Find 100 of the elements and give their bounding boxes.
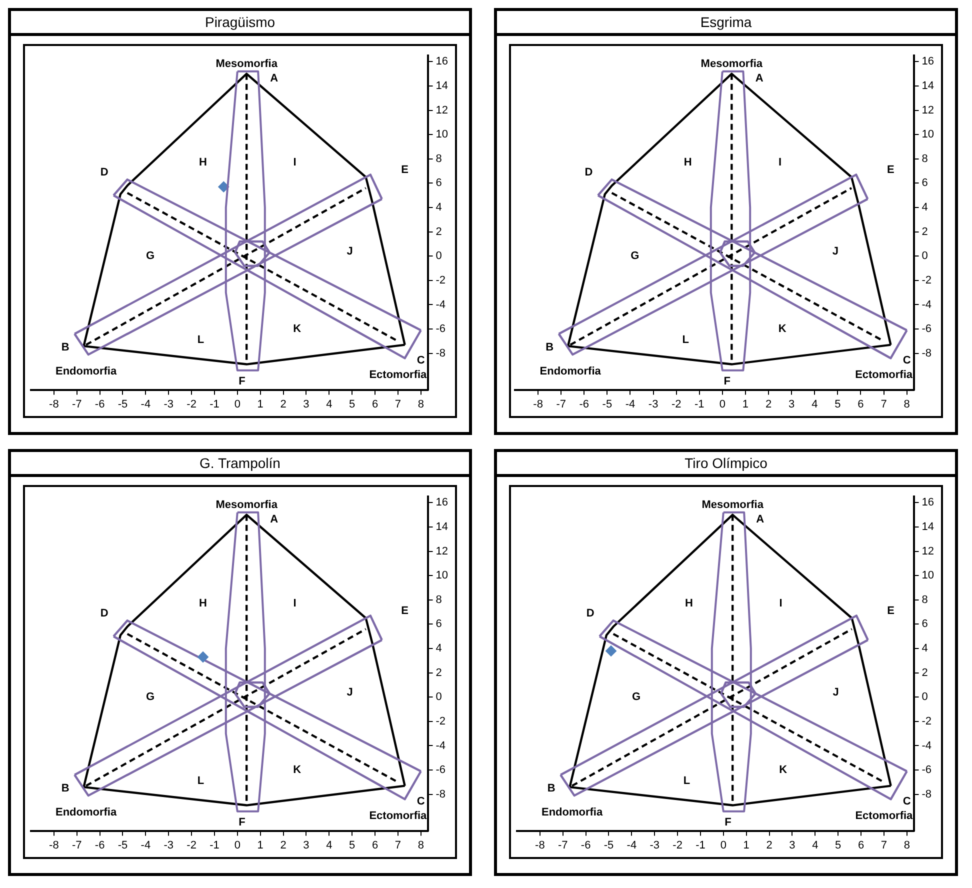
- x-tick-label: 7: [880, 398, 887, 410]
- y-tick-label: -8: [922, 347, 932, 360]
- chart-title: Piragüismo: [11, 11, 469, 36]
- annotation: C: [902, 354, 911, 367]
- annotation: I: [293, 598, 296, 610]
- y-tick-label: 12: [436, 545, 448, 558]
- y-tick-label: 2: [922, 666, 928, 679]
- y-tick-label: 12: [436, 104, 448, 116]
- x-tick-label: 3: [789, 839, 796, 852]
- y-tick-label: 10: [436, 570, 448, 582]
- annotation: B: [546, 341, 554, 354]
- y-tick-label: -2: [922, 715, 932, 728]
- annotation: D: [584, 166, 593, 178]
- y-tick-label: 6: [922, 177, 928, 190]
- y-tick-label: 8: [922, 152, 928, 165]
- annotation: A: [270, 514, 278, 526]
- annotation: E: [887, 164, 894, 176]
- y-tick-label: 12: [922, 104, 934, 116]
- x-tick-label: 0: [234, 839, 240, 852]
- x-tick-label: 8: [418, 398, 424, 410]
- annotation: C: [416, 354, 425, 367]
- y-tick-label: 4: [922, 642, 928, 655]
- y-tick-label: 8: [436, 594, 442, 606]
- y-tick-label: -4: [436, 298, 446, 311]
- y-tick-label: 12: [922, 545, 934, 558]
- x-tick-label: 1: [257, 398, 264, 410]
- annotation: B: [61, 782, 70, 794]
- annotation: G: [630, 250, 640, 262]
- annotation: D: [100, 166, 108, 178]
- annotation: Mesomorfia: [216, 58, 278, 70]
- y-tick-label: 2: [436, 226, 442, 238]
- y-tick-label: -8: [436, 347, 446, 360]
- x-tick-label: -4: [140, 398, 151, 410]
- annotation: D: [100, 607, 108, 620]
- annotation: Ectomorfia: [369, 810, 428, 822]
- x-tick-label: 1: [742, 398, 749, 410]
- annotation: H: [199, 598, 208, 610]
- x-tick-label: -7: [558, 839, 568, 852]
- y-tick-label: 14: [436, 80, 448, 92]
- annotation: H: [684, 156, 692, 169]
- x-tick-label: 8: [904, 839, 910, 852]
- x-tick-label: 8: [418, 839, 424, 852]
- annotation: F: [238, 816, 246, 828]
- x-tick-label: -7: [72, 839, 82, 852]
- y-tick-label: 16: [436, 496, 448, 509]
- annotation: A: [755, 72, 764, 85]
- annotation: Endomorfia: [541, 806, 604, 819]
- y-tick-label: 10: [922, 128, 934, 141]
- x-tick-label: 7: [880, 839, 888, 852]
- x-tick-label: 5: [834, 398, 841, 410]
- annotation: Ectomorfia: [855, 369, 914, 382]
- x-tick-label: -5: [118, 398, 128, 410]
- x-tick-label: 3: [303, 398, 310, 410]
- x-tick-label: 5: [349, 398, 356, 410]
- x-tick-label: -4: [140, 839, 151, 852]
- x-tick-label: -7: [72, 398, 82, 410]
- x-tick-label: 6: [858, 839, 864, 852]
- chart-title: Esgrima: [497, 11, 955, 36]
- x-tick-label: -1: [696, 839, 706, 852]
- x-tick-label: -2: [671, 398, 682, 410]
- x-tick-label: -4: [625, 398, 636, 410]
- y-tick-label: -4: [436, 740, 446, 752]
- x-tick-label: -8: [535, 839, 545, 852]
- x-tick-label: -2: [186, 398, 196, 410]
- y-tick-label: 16: [922, 56, 934, 68]
- annotation: K: [293, 764, 302, 776]
- annotation: L: [197, 775, 204, 788]
- y-tick-label: 0: [436, 691, 442, 704]
- annotation: L: [682, 334, 690, 346]
- x-tick-label: 0: [719, 398, 726, 410]
- x-tick-label: -2: [186, 839, 196, 852]
- annotation: I: [779, 598, 782, 610]
- annotation: K: [778, 323, 786, 336]
- y-tick-label: 10: [922, 570, 934, 582]
- annotation: Endomorfia: [540, 366, 602, 378]
- x-tick-label: -5: [604, 839, 614, 852]
- annotation: J: [346, 245, 353, 258]
- annotation: G: [632, 691, 641, 704]
- annotation: Mesomorfia: [216, 499, 278, 512]
- y-tick-label: 2: [436, 666, 442, 679]
- x-tick-label: 1: [743, 839, 750, 852]
- x-tick-label: 2: [765, 398, 772, 410]
- annotation: A: [756, 514, 764, 526]
- y-tick-label: 14: [922, 521, 934, 534]
- x-tick-label: 6: [372, 398, 378, 410]
- y-tick-label: 4: [436, 202, 442, 214]
- x-tick-label: -6: [579, 398, 590, 410]
- x-tick-label: -3: [164, 398, 174, 410]
- annotation: Ectomorfia: [855, 810, 914, 822]
- annotation: Endomorfia: [55, 366, 118, 378]
- y-tick-label: -4: [922, 740, 932, 752]
- x-tick-label: 4: [812, 398, 818, 410]
- y-tick-label: 8: [436, 152, 442, 165]
- y-tick-label: -6: [922, 323, 932, 336]
- y-tick-label: 6: [922, 618, 928, 630]
- annotation: J: [832, 245, 838, 258]
- x-tick-label: 6: [858, 398, 864, 410]
- x-tick-label: 4: [812, 839, 818, 852]
- x-tick-label: 2: [280, 398, 286, 410]
- x-tick-label: -3: [650, 839, 660, 852]
